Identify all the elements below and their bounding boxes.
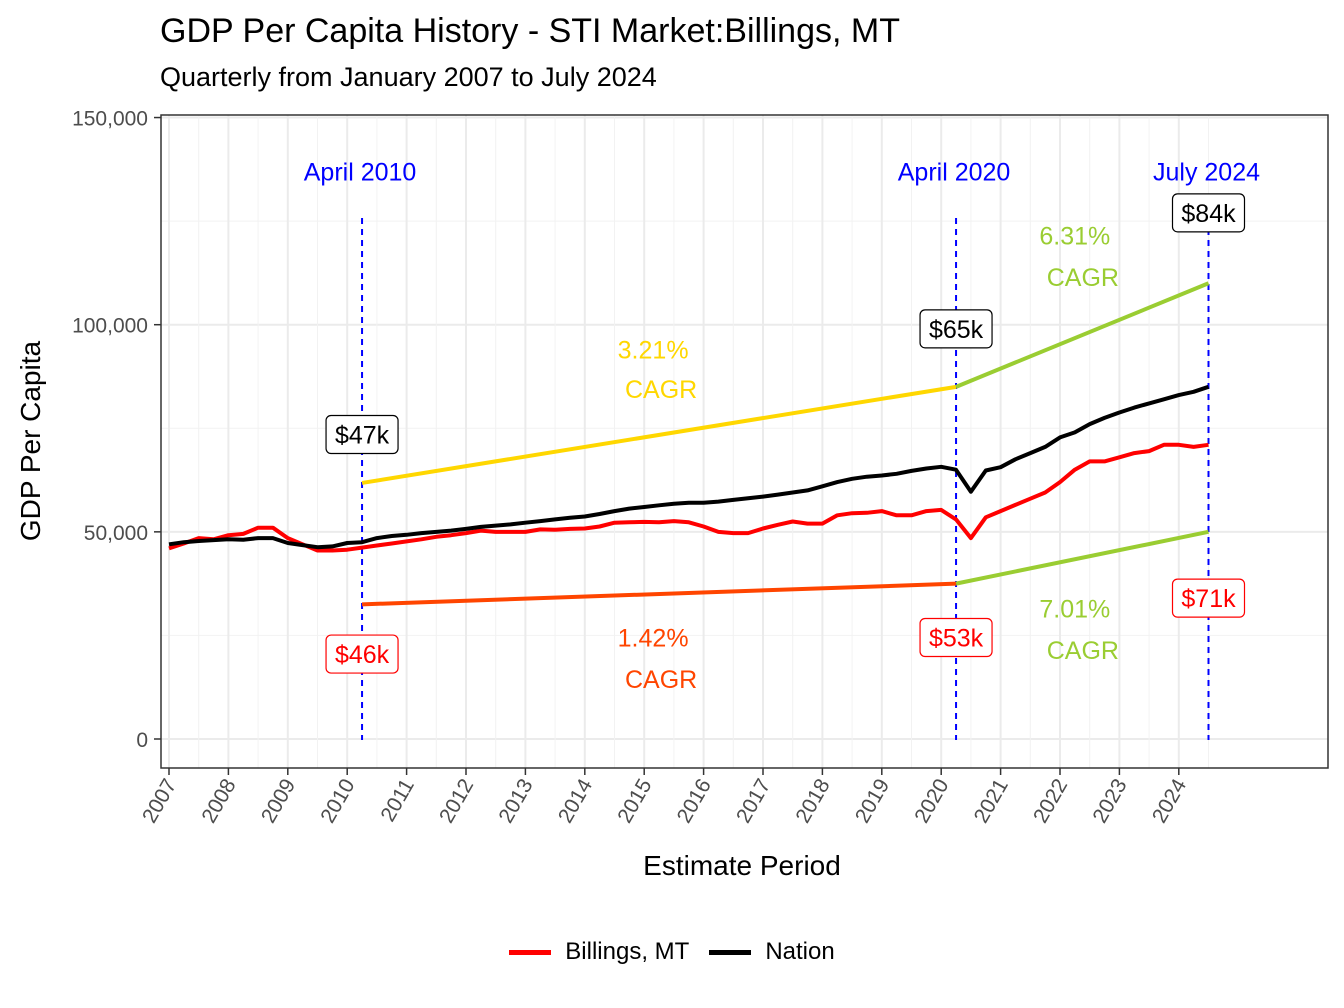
legend-item-nation: Nation	[709, 938, 835, 966]
chart-title: GDP Per Capita History - STI Market:Bill…	[160, 12, 900, 50]
x-tick-label: 2022	[1029, 775, 1072, 827]
nation-value-label-2: $84k	[1181, 200, 1236, 228]
x-tick-label: 2008	[197, 775, 240, 827]
y-tick-label: 0	[136, 729, 148, 752]
nation-value-label-0-box	[325, 414, 399, 455]
cagr-suffix-label-1: CAGR	[1047, 264, 1119, 292]
cagr-suffix-label-0: CAGR	[625, 376, 697, 404]
cagr-rate-label-2: 1.42%	[618, 624, 689, 652]
legend-label-local: Billings, MT	[565, 938, 690, 965]
nation-value-label-2-box	[1171, 193, 1246, 233]
x-tick-label: 2010	[316, 775, 359, 827]
series-line-nation	[168, 384, 1210, 550]
legend-item-local: Billings, MT	[509, 938, 689, 966]
x-tick-label: 2009	[257, 775, 300, 827]
nation-value-label-1: $65k	[929, 316, 984, 344]
x-tick-label: 2013	[494, 775, 537, 827]
x-tick-label: 2024	[1148, 775, 1191, 827]
marker-label-2: July 2024	[1153, 158, 1260, 186]
cagr-rate-label-1: 6.31%	[1039, 223, 1110, 251]
legend-label-nation: Nation	[765, 938, 835, 965]
plot-border	[160, 114, 1329, 769]
x-tick-label: 2017	[732, 775, 775, 827]
legend-key-local	[509, 949, 552, 955]
local-value-label-2: $71k	[1181, 585, 1236, 613]
x-tick-label: 2016	[673, 775, 716, 827]
cagr-line-1	[955, 281, 1210, 389]
x-axis-title: Estimate Period	[643, 850, 841, 881]
x-tick-label: 2014	[554, 775, 597, 827]
legend: Billings, MT Nation	[0, 938, 1344, 966]
x-tick-label: 2018	[791, 775, 834, 827]
x-tick-label: 2023	[1088, 775, 1131, 827]
y-tick-label: 150,000	[72, 108, 148, 131]
local-value-label-1-box	[919, 617, 993, 658]
chart-subtitle: Quarterly from January 2007 to July 2024	[160, 62, 657, 92]
x-tick-label: 2019	[851, 775, 894, 827]
local-value-label-0-box	[325, 634, 399, 674]
x-tick-label: 2015	[613, 775, 656, 827]
nation-value-label-1-box	[919, 309, 993, 349]
x-tick-label: 2007	[138, 775, 181, 827]
local-value-label-2-box	[1171, 578, 1246, 618]
nation-value-label-0: $47k	[335, 421, 390, 449]
local-value-label-1: $53k	[929, 624, 984, 652]
cagr-line-0	[361, 384, 957, 485]
x-tick-label: 2012	[435, 775, 478, 827]
y-tick-label: 100,000	[72, 315, 148, 338]
y-axis-title: GDP Per Capita	[15, 340, 46, 541]
cagr-suffix-label-3: CAGR	[1047, 637, 1119, 665]
cagr-rate-label-0: 3.21%	[618, 337, 689, 365]
marker-label-0: April 2010	[304, 158, 417, 186]
x-tick-label: 2011	[376, 775, 419, 826]
local-value-label-0: $46k	[335, 641, 390, 669]
series-line-local	[168, 442, 1209, 553]
x-tick-label: 2021	[970, 775, 1013, 827]
marker-label-1: April 2020	[898, 158, 1011, 186]
cagr-line-3	[955, 529, 1209, 586]
legend-key-nation	[709, 949, 752, 955]
cagr-line-2	[361, 581, 957, 607]
x-tick-label: 2020	[910, 775, 953, 827]
cagr-suffix-label-2: CAGR	[625, 666, 697, 694]
cagr-rate-label-3: 7.01%	[1039, 595, 1110, 623]
y-tick-label: 50,000	[84, 522, 148, 545]
